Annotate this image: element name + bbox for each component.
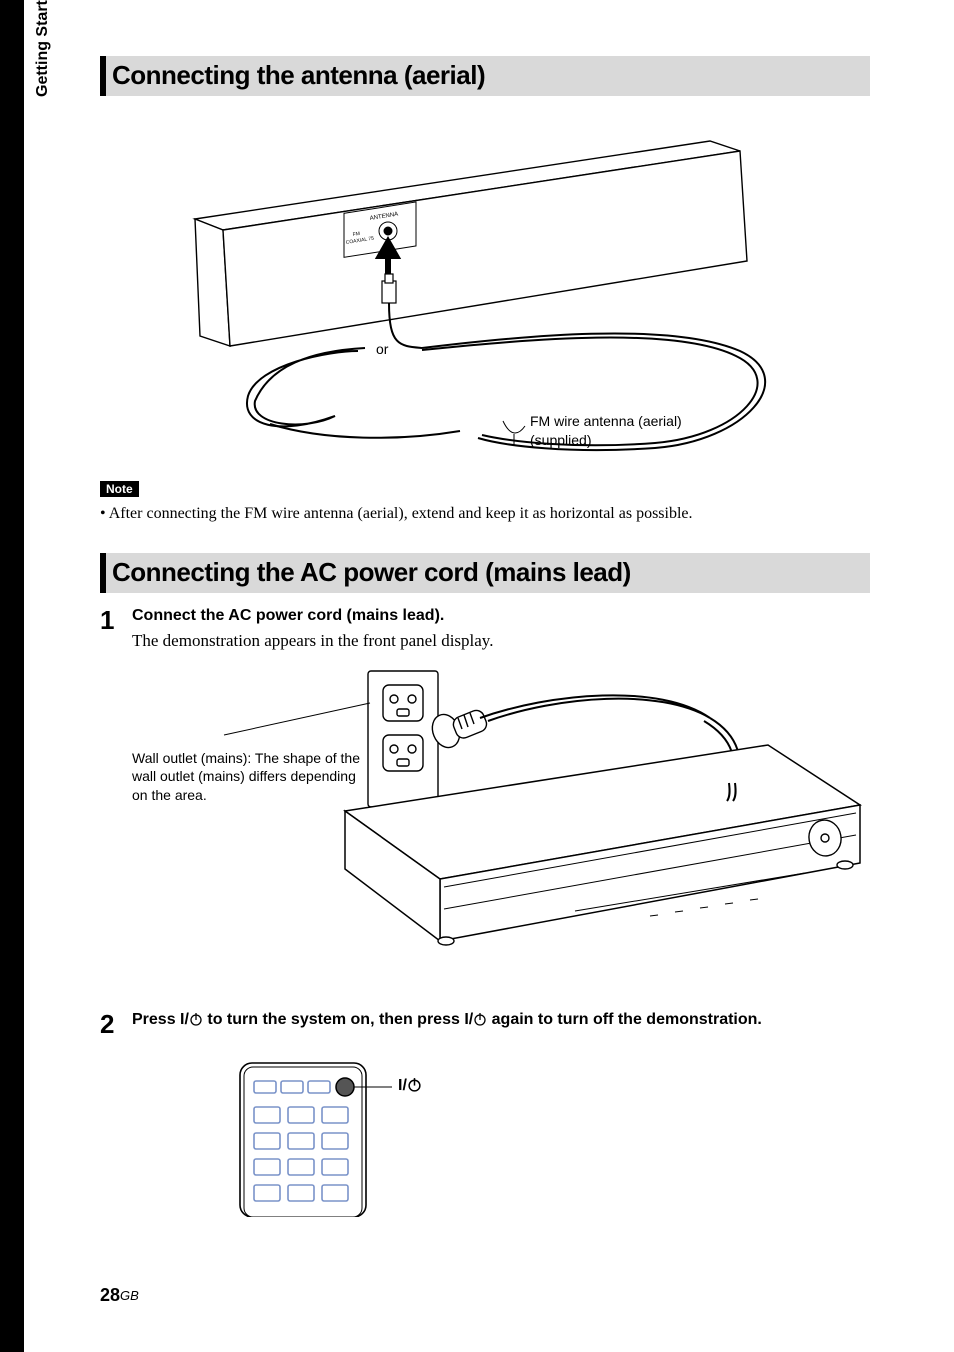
outlet-callout: Wall outlet (mains): The shape of the wa…	[132, 749, 362, 806]
step-2-prefix: Press	[132, 1011, 180, 1028]
antenna-callout-line2: (supplied)	[530, 431, 682, 450]
step-2-mid: to turn the system on, then press	[203, 1011, 464, 1028]
step-2-symbol-1: I/	[180, 1011, 203, 1028]
remote-power-label: I/	[398, 1077, 422, 1095]
note-text: • After connecting the FM wire antenna (…	[100, 503, 870, 525]
page-number-suffix: GB	[120, 1288, 139, 1303]
page-number: 28GB	[100, 1285, 139, 1306]
power-icon	[473, 1012, 487, 1026]
antenna-diagram: ANTENNA FM COAXIAL 75 or	[100, 96, 870, 476]
outlet-callout-text: Wall outlet (mains): The shape of the wa…	[132, 750, 360, 804]
heading-antenna-text: Connecting the antenna (aerial)	[112, 60, 485, 90]
antenna-callout: FM wire antenna (aerial) (supplied)	[530, 412, 682, 450]
section-tab-label: Getting Started	[34, 0, 52, 105]
step-2: 2 Press I/ to turn the system on, then p…	[100, 1011, 870, 1037]
heading-power-text: Connecting the AC power cord (mains lead…	[112, 557, 631, 587]
power-icon	[407, 1077, 422, 1092]
antenna-svg: ANTENNA FM COAXIAL 75 or	[100, 96, 870, 476]
step-1-num: 1	[100, 607, 132, 651]
left-black-rail	[0, 0, 24, 1352]
or-label: or	[376, 341, 389, 357]
note-badge-text: Note	[106, 482, 133, 496]
page-content: Connecting the antenna (aerial) ANTENNA …	[100, 56, 870, 1217]
heading-power: Connecting the AC power cord (mains lead…	[100, 553, 870, 593]
step-1-desc: The demonstration appears in the front p…	[132, 631, 870, 651]
remote-diagram: I/	[230, 1057, 510, 1217]
power-svg	[100, 663, 870, 1003]
step-1: 1 Connect the AC power cord (mains lead)…	[100, 607, 870, 651]
remote-svg	[230, 1057, 510, 1217]
step-2-num: 2	[100, 1011, 132, 1037]
power-diagram: Wall outlet (mains): The shape of the wa…	[100, 663, 870, 1003]
step-1-title: Connect the AC power cord (mains lead).	[132, 607, 870, 625]
antenna-callout-line1: FM wire antenna (aerial)	[530, 412, 682, 431]
note-badge: Note	[100, 481, 139, 497]
page-number-value: 28	[100, 1285, 120, 1305]
step-2-symbol-2: I/	[464, 1011, 487, 1028]
step-2-title: Press I/ to turn the system on, then pre…	[132, 1011, 870, 1029]
power-icon	[189, 1012, 203, 1026]
section-tab-text: Getting Started	[34, 0, 51, 97]
step-2-suffix: again to turn off the demonstration.	[487, 1011, 762, 1028]
heading-antenna: Connecting the antenna (aerial)	[100, 56, 870, 96]
